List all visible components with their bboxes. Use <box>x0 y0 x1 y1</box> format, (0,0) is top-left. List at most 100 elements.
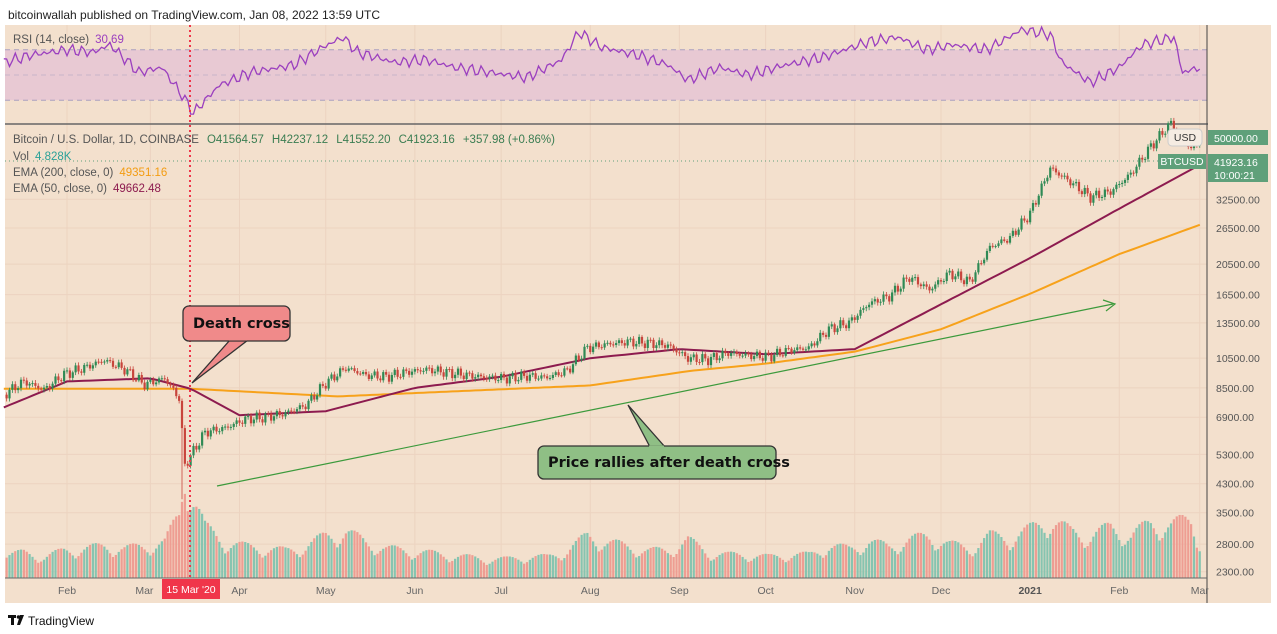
legend-ema200-label: EMA (200, close, 0) <box>13 167 114 179</box>
candle <box>586 345 589 347</box>
volume-bar <box>678 549 681 578</box>
volume-bar <box>100 544 103 578</box>
death-cross-callout[interactable]: Death cross <box>182 305 291 384</box>
candle <box>632 338 635 347</box>
candle <box>57 376 60 381</box>
volume-bar <box>459 555 462 578</box>
volume-bar <box>42 559 46 578</box>
candle <box>160 378 163 380</box>
volume-bar <box>1043 532 1046 578</box>
candle <box>456 368 460 375</box>
volume-bar <box>623 543 626 578</box>
time-tick-label: Feb <box>1110 585 1128 597</box>
volume-bar <box>842 543 845 578</box>
candle <box>140 374 143 383</box>
volume-bar <box>126 545 129 578</box>
candle <box>1086 187 1089 194</box>
volume-bar <box>1017 536 1020 578</box>
volume-bar <box>543 554 546 578</box>
candle <box>241 422 244 424</box>
candle <box>517 379 520 382</box>
volume-bar <box>816 553 819 578</box>
candle <box>652 339 655 348</box>
volume-bar <box>65 550 69 578</box>
candle <box>974 272 977 282</box>
volume-bar <box>1098 527 1101 578</box>
candle <box>186 463 189 466</box>
volume-bar <box>244 542 247 578</box>
tradingview-logo[interactable]: TradingView <box>8 614 94 628</box>
volume-bar <box>1192 536 1196 578</box>
candle <box>11 384 14 390</box>
candle <box>784 348 787 356</box>
time-axis[interactable]: Feb Mar Apr May Jun Jul Aug Sep Oct Nov Dec 2021 Feb… <box>58 585 1209 597</box>
volume-bar <box>684 540 687 578</box>
volume-bar <box>916 532 920 578</box>
volume-bar <box>40 561 43 578</box>
volume-bar <box>500 557 503 578</box>
candle <box>615 343 618 345</box>
candle <box>758 351 761 359</box>
volume-bar <box>80 552 83 578</box>
price-tick-label: 10500.00 <box>1216 353 1260 365</box>
candle <box>778 348 782 356</box>
volume-bar <box>790 558 793 578</box>
volume-bar <box>824 555 828 578</box>
candle <box>557 372 560 376</box>
volume-bar <box>68 552 71 578</box>
candle <box>755 351 759 357</box>
candle <box>546 376 549 379</box>
volume-bar <box>1158 540 1161 578</box>
volume-bar <box>385 547 388 578</box>
volume-bar <box>1152 528 1155 578</box>
candle <box>132 369 135 381</box>
volume-bar <box>1037 524 1040 578</box>
trend-line[interactable] <box>216 303 1114 487</box>
volume-bar <box>859 555 862 578</box>
candle <box>885 294 888 297</box>
volume-bar <box>537 554 540 578</box>
volume-bar <box>373 555 376 578</box>
volume-bar <box>597 551 600 578</box>
volume-bar <box>1095 531 1098 578</box>
time-tick-label: Mar <box>135 585 154 597</box>
volume-bar <box>422 551 425 578</box>
volume-bar <box>971 556 974 578</box>
volume-bar <box>977 548 980 578</box>
volume-bar <box>48 554 51 578</box>
price-axis[interactable] <box>1208 25 1271 603</box>
candle <box>698 361 701 363</box>
volume-bar <box>1144 520 1147 578</box>
time-tick-label: Dec <box>932 585 951 597</box>
volume-bar <box>1089 541 1092 578</box>
candle <box>951 270 954 280</box>
price-tick-label: 4300.00 <box>1216 479 1254 491</box>
volume-bar <box>592 541 595 578</box>
candle <box>1011 230 1014 236</box>
currency-button[interactable] <box>1167 128 1203 147</box>
candle <box>163 378 166 380</box>
volume-bar <box>226 551 230 578</box>
candle <box>83 364 86 373</box>
volume-bar <box>189 510 192 578</box>
volume-bar <box>589 536 592 578</box>
candle <box>730 353 733 356</box>
candle <box>916 277 920 285</box>
candle <box>324 385 327 389</box>
candle <box>612 344 615 346</box>
candle <box>347 368 350 371</box>
volume-bar <box>160 541 163 578</box>
volume-bar <box>1023 527 1026 578</box>
candle <box>689 357 692 362</box>
candle <box>267 413 270 415</box>
volume-bar <box>531 557 534 578</box>
volume-bar <box>868 543 871 578</box>
candle <box>554 372 557 375</box>
volume-bar <box>689 537 692 578</box>
volume-bar <box>902 546 905 578</box>
volume-bar <box>1080 542 1083 578</box>
volume-bar <box>471 555 474 578</box>
candle <box>1100 196 1104 198</box>
rally-callout[interactable]: Price rallies after death cross <box>537 404 790 480</box>
